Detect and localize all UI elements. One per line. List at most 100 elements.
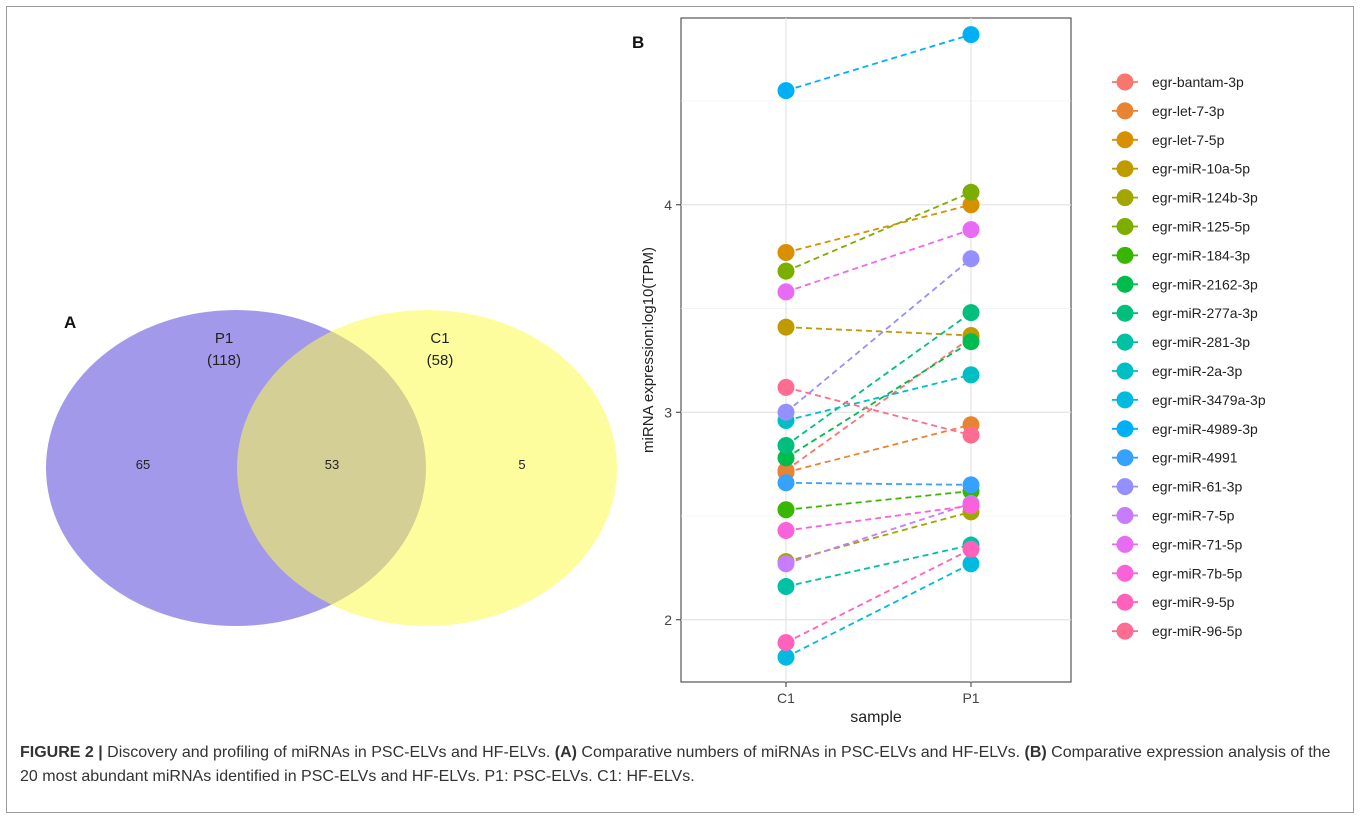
axes: 2 3 4 C1 P1 bbox=[664, 197, 980, 706]
legend-key-point bbox=[1116, 535, 1134, 553]
data-point bbox=[777, 522, 795, 540]
venn-set-count-c1: (58) bbox=[427, 352, 454, 369]
panel-a-label: A bbox=[64, 313, 76, 332]
caption-tag-b: (B) bbox=[1024, 744, 1047, 761]
data-point bbox=[777, 318, 795, 336]
legend-key-point bbox=[1116, 333, 1134, 351]
venn-set-name-c1: C1 bbox=[430, 330, 449, 347]
legend-key-point bbox=[1116, 102, 1134, 120]
data-point bbox=[777, 283, 795, 301]
series-line bbox=[785, 562, 972, 658]
data-point bbox=[777, 262, 795, 280]
expression-chart: B 2 3 4 C1 P1 egr-bantam-3p egr-let-7-3p egr-l… bbox=[632, 17, 1266, 726]
legend-key-point bbox=[1116, 507, 1134, 524]
series-line bbox=[785, 203, 972, 254]
legend-key-point bbox=[1116, 304, 1134, 322]
series-line bbox=[785, 490, 972, 511]
series-line bbox=[785, 258, 972, 413]
legend-label: egr-let-7-3p bbox=[1152, 103, 1225, 119]
data-point bbox=[962, 221, 980, 239]
venn-circle-c1 bbox=[237, 310, 617, 626]
legend-key-point bbox=[1116, 478, 1134, 496]
legend-label: egr-miR-10a-5p bbox=[1152, 161, 1250, 177]
caption-text-2: Comparative numbers of miRNAs in PSC-ELV… bbox=[576, 744, 1025, 761]
data-point bbox=[962, 196, 980, 214]
venn-count-c1-only: 5 bbox=[518, 457, 525, 472]
series-line bbox=[785, 191, 972, 272]
data-point bbox=[962, 26, 980, 44]
series-line bbox=[785, 544, 972, 588]
legend-label: egr-miR-96-5p bbox=[1152, 623, 1242, 639]
legend-label: egr-miR-2162-3p bbox=[1152, 276, 1258, 292]
series-line bbox=[785, 374, 972, 422]
series-line bbox=[785, 423, 972, 474]
data-point bbox=[777, 243, 795, 261]
series-line bbox=[785, 504, 972, 532]
series-lines bbox=[785, 33, 972, 658]
legend-label: egr-miR-4991 bbox=[1152, 450, 1238, 466]
data-point bbox=[962, 426, 980, 444]
data-point bbox=[962, 183, 980, 201]
legend-label: egr-miR-7-5p bbox=[1152, 508, 1235, 524]
data-point bbox=[962, 476, 980, 494]
legend-key-point bbox=[1116, 622, 1134, 640]
figure-caption: FIGURE 2 | Discovery and profiling of mi… bbox=[20, 741, 1340, 789]
y-tick-label: 4 bbox=[664, 197, 672, 213]
data-point bbox=[777, 555, 795, 573]
caption-tag-a: (A) bbox=[554, 744, 577, 761]
venn-set-name-p1: P1 bbox=[215, 330, 233, 347]
legend-label: egr-bantam-3p bbox=[1152, 74, 1244, 90]
caption-figure-label: FIGURE 2 | bbox=[20, 744, 103, 761]
legend-label: egr-let-7-5p bbox=[1152, 132, 1225, 148]
venn-count-both: 53 bbox=[325, 457, 339, 472]
data-point bbox=[777, 82, 795, 100]
legend-key-point bbox=[1116, 564, 1134, 582]
x-tick-label: P1 bbox=[962, 690, 979, 706]
data-point bbox=[777, 648, 795, 666]
legend-key-point bbox=[1116, 218, 1134, 235]
data-point bbox=[962, 555, 980, 573]
legend-label: egr-miR-71-5p bbox=[1152, 536, 1242, 552]
series-line bbox=[785, 481, 972, 486]
legend-key-point bbox=[1116, 593, 1134, 611]
series-line bbox=[785, 386, 972, 436]
venn-diagram: A P1 (118) C1 (58) 65 53 5 bbox=[46, 310, 617, 626]
legend-key-point bbox=[1116, 189, 1134, 207]
data-point bbox=[962, 540, 980, 558]
legend-key-point bbox=[1116, 449, 1134, 467]
caption-text-1: Discovery and profiling of miRNAs in PSC… bbox=[102, 744, 555, 761]
venn-count-p1-only: 65 bbox=[136, 457, 150, 472]
panel-b-label: B bbox=[632, 33, 644, 52]
legend-label: egr-miR-7b-5p bbox=[1152, 565, 1242, 581]
legend: egr-bantam-3p egr-let-7-3p egr-let-7-5p egr… bbox=[1112, 73, 1266, 640]
data-point bbox=[777, 449, 795, 467]
legend-label: egr-miR-61-3p bbox=[1152, 479, 1242, 495]
y-tick-label: 2 bbox=[664, 612, 672, 628]
series-line bbox=[785, 336, 972, 472]
legend-label: egr-miR-3479a-3p bbox=[1152, 392, 1266, 408]
y-axis-label: miRNA expression:log10(TPM) bbox=[640, 247, 657, 453]
data-point bbox=[962, 304, 980, 322]
data-point bbox=[777, 436, 795, 454]
series-points bbox=[777, 26, 980, 666]
legend-key-point bbox=[1116, 246, 1134, 264]
data-point bbox=[962, 497, 980, 515]
data-point bbox=[777, 634, 795, 652]
legend-label: egr-miR-2a-3p bbox=[1152, 363, 1242, 379]
legend-label: egr-miR-4989-3p bbox=[1152, 421, 1258, 437]
legend-label: egr-miR-277a-3p bbox=[1152, 305, 1258, 321]
legend-key-point bbox=[1116, 420, 1134, 438]
caption-text-3: Comparative expression analysis of the 2… bbox=[20, 744, 1331, 785]
legend-label: egr-miR-125-5p bbox=[1152, 219, 1250, 235]
legend-key-point bbox=[1116, 160, 1134, 178]
x-axis-label: sample bbox=[850, 709, 902, 726]
legend-key-point bbox=[1116, 73, 1134, 91]
series-line bbox=[785, 311, 972, 447]
data-point bbox=[777, 578, 795, 596]
plot-panel bbox=[680, 17, 1072, 683]
series-line bbox=[785, 340, 972, 459]
venn-set-count-p1: (118) bbox=[207, 352, 241, 369]
legend-label: egr-miR-281-3p bbox=[1152, 334, 1250, 350]
legend-key-point bbox=[1116, 391, 1134, 409]
legend-label: egr-miR-184-3p bbox=[1152, 247, 1250, 263]
